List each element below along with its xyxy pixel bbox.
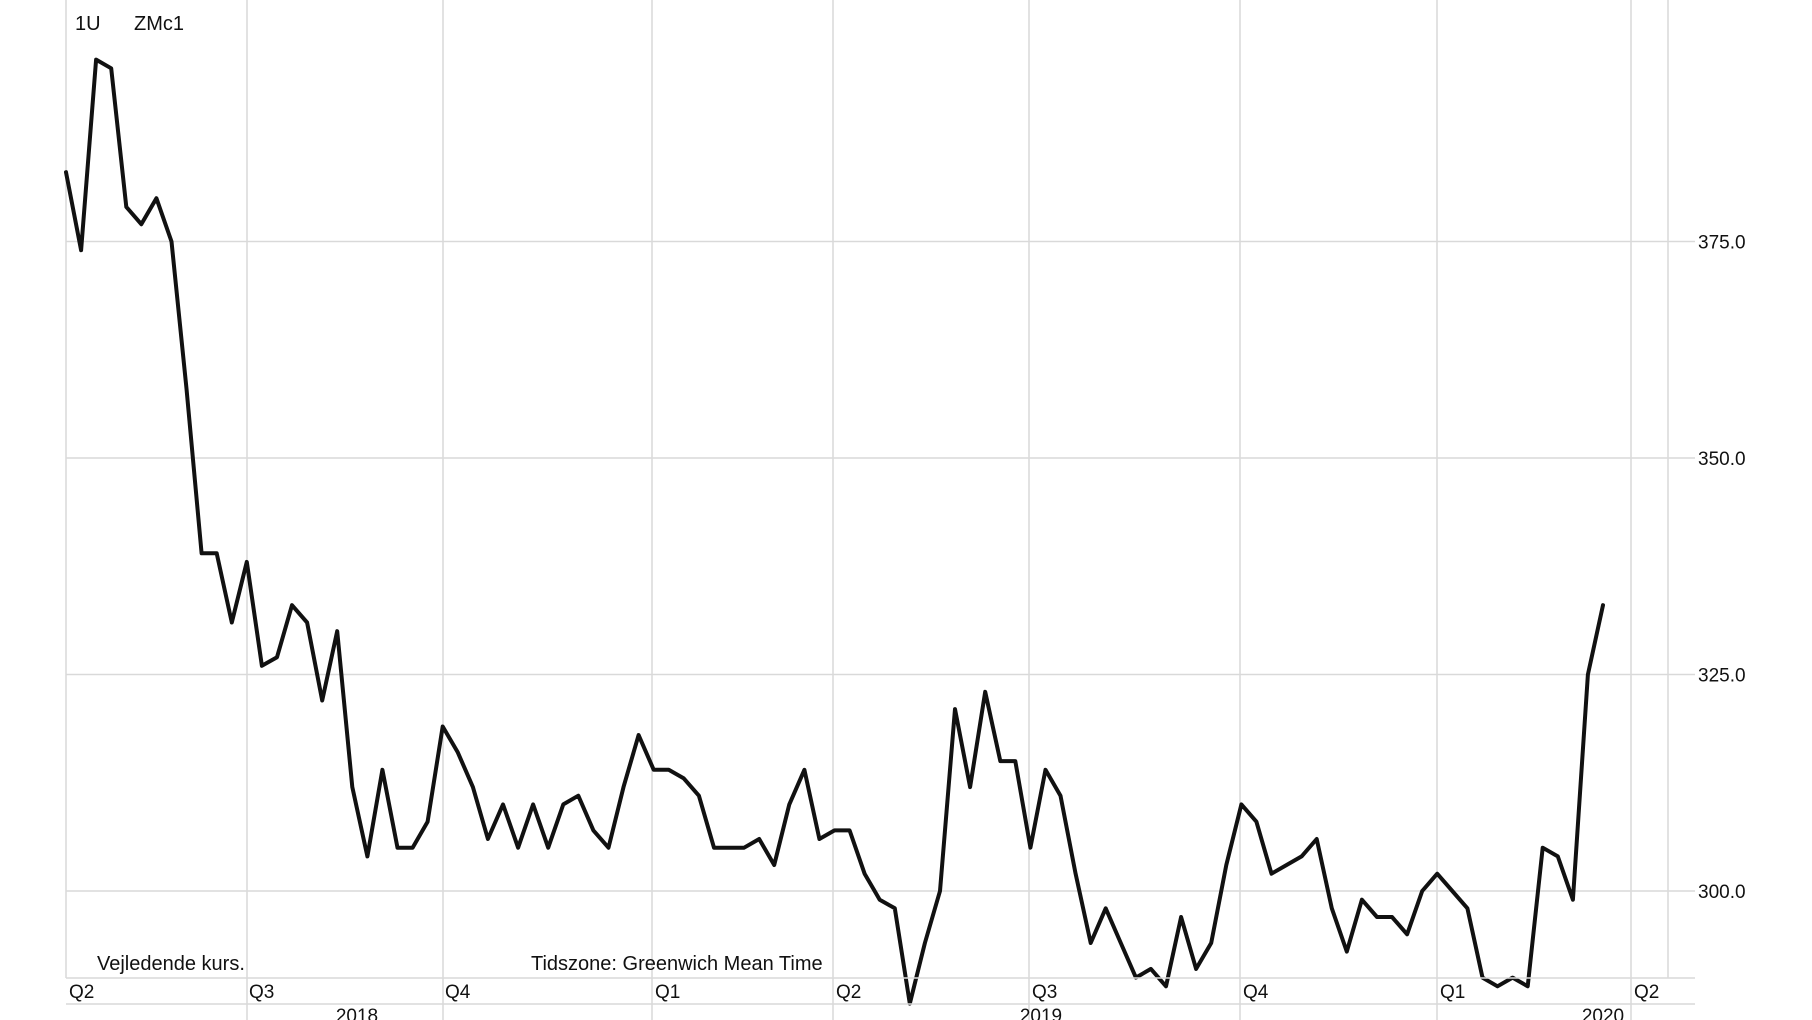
x-tick-label-quarter: Q1 — [1440, 982, 1465, 1003]
x-axis: Q2 Q3 Q4 Q1 Q2 Q3 Q4 Q1 Q2 2018 2019 2020 — [66, 977, 1695, 1020]
x-tick-label-year: 2020 — [1582, 1006, 1624, 1020]
x-tick-label-quarter: Q3 — [249, 982, 274, 1003]
x-tick-label-quarter: Q2 — [69, 982, 94, 1003]
price-series-line — [64, 57, 1605, 1006]
y-axis-tick-labels: 375.0 350.0 325.0 300.0 — [1698, 233, 1746, 904]
x-tick-label-quarter: Q2 — [836, 982, 861, 1003]
y-tick-label: 375.0 — [1698, 233, 1746, 254]
y-tick-label: 325.0 — [1698, 666, 1746, 687]
x-tick-label-quarter: Q4 — [1243, 982, 1269, 1003]
x-tick-label-quarter: Q1 — [655, 982, 680, 1003]
symbol-label: ZMc1 — [134, 13, 184, 35]
x-tick-label-quarter: Q2 — [1634, 982, 1659, 1003]
vertical-gridlines — [65, 0, 1669, 978]
y-tick-label: 350.0 — [1698, 449, 1746, 470]
series-layer — [64, 57, 1605, 1006]
interval-label: 1U — [75, 13, 101, 35]
x-tick-label-year: 2018 — [336, 1006, 378, 1020]
x-tick-label-quarter: Q3 — [1032, 982, 1057, 1003]
footnote-indicative-price: Vejledende kurs. — [97, 953, 245, 975]
y-tick-label: 300.0 — [1698, 882, 1746, 903]
x-tick-label-year: 2019 — [1020, 1006, 1062, 1020]
footnote-timezone: Tidszone: Greenwich Mean Time — [531, 953, 823, 975]
x-tick-label-quarter: Q4 — [445, 982, 471, 1003]
horizontal-gridlines — [66, 240, 1695, 892]
